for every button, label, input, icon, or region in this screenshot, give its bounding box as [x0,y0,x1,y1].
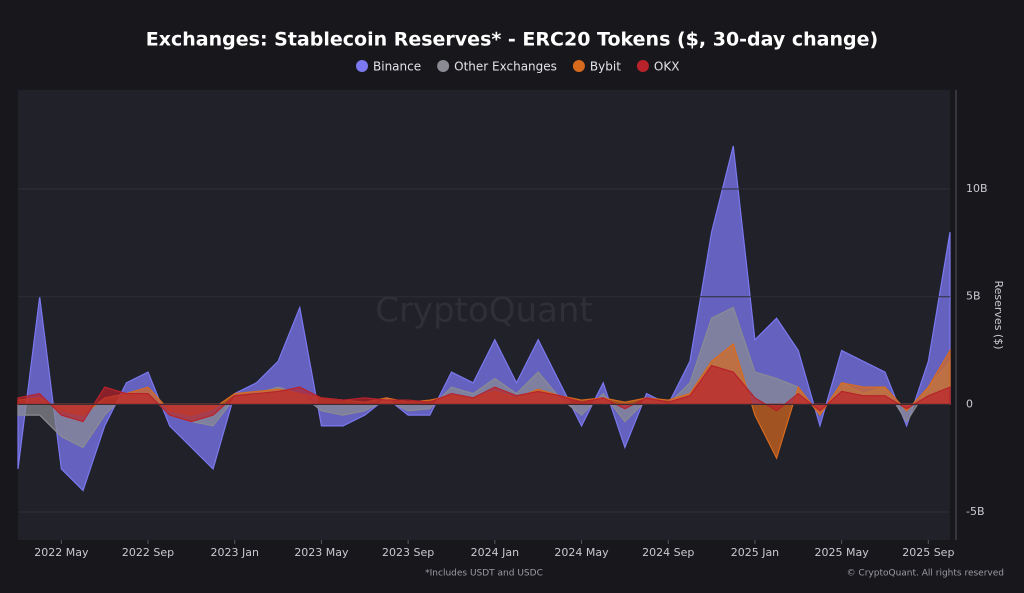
y-tick-label: 0 [966,397,973,410]
legend-label: Other Exchanges [454,60,557,74]
y-tick-label: -5B [966,505,985,518]
x-tick-label: 2025 May [815,546,870,559]
x-tick-label: 2023 Sep [382,546,434,559]
legend-label: Bybit [590,60,621,74]
legend-swatch [356,60,368,72]
x-tick-label: 2023 May [294,546,349,559]
x-tick-label: 2022 May [34,546,89,559]
x-tick-label: 2023 Jan [211,546,259,559]
x-tick-label: 2024 Sep [642,546,694,559]
x-tick-label: 2024 May [554,546,609,559]
y-tick-label: 10B [966,182,988,195]
credit: © CryptoQuant. All rights reserved [847,569,1004,579]
y-tick-label: 5B [966,290,981,303]
x-tick-label: 2022 Sep [122,546,174,559]
chart-title: Exchanges: Stablecoin Reserves* - ERC20 … [146,29,878,51]
footnote: *Includes USDT and USDC [425,569,543,579]
x-tick-label: 2025 Jan [731,546,779,559]
legend-swatch [636,60,649,72]
legend-label: OKX [654,60,680,74]
plot-area [18,90,950,540]
legend-swatch [572,60,585,72]
legend-swatch [437,60,450,72]
y-axis-label: Reserves ($) [992,280,1005,349]
x-tick-label: 2025 Sep [902,546,954,559]
x-tick-label: 2024 Jan [471,546,519,559]
legend-label: Binance [373,60,421,74]
